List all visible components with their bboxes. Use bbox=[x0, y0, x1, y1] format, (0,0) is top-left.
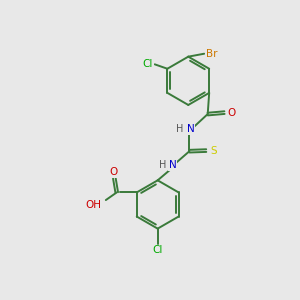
Text: O: O bbox=[110, 167, 118, 177]
Text: O: O bbox=[228, 108, 236, 118]
Text: H: H bbox=[176, 124, 184, 134]
Text: Cl: Cl bbox=[152, 245, 163, 255]
Text: Cl: Cl bbox=[142, 59, 153, 69]
Text: OH: OH bbox=[85, 200, 101, 210]
Text: N: N bbox=[169, 160, 176, 170]
Text: S: S bbox=[210, 146, 217, 156]
Text: H: H bbox=[159, 160, 167, 170]
Text: N: N bbox=[187, 124, 194, 134]
Text: Br: Br bbox=[206, 49, 218, 59]
